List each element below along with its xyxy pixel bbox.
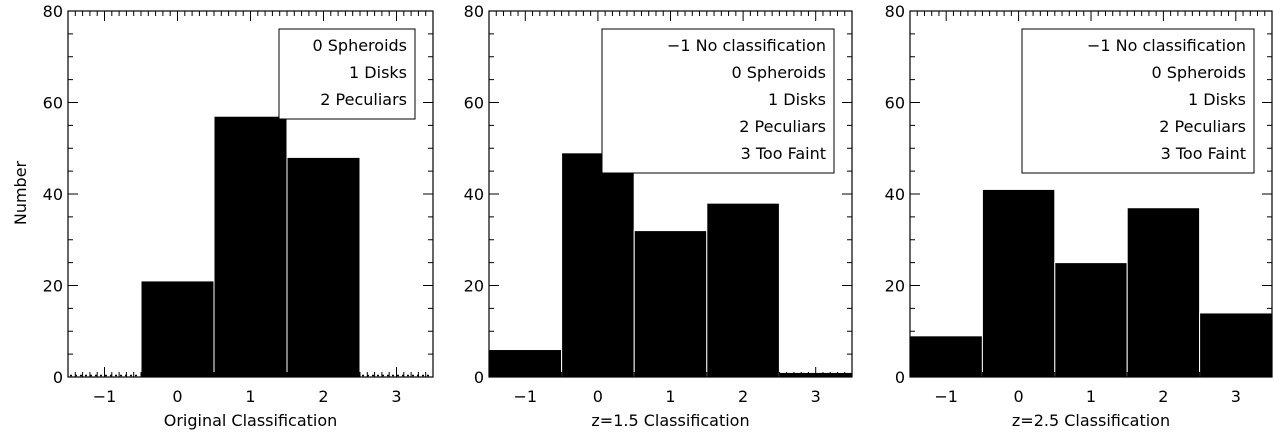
legend-entry: 0 Spheroids xyxy=(731,63,826,82)
legend-box xyxy=(1021,28,1255,174)
legend-entry: 3 Too Faint xyxy=(741,144,826,163)
legend-entry: 2 Peculiars xyxy=(320,90,407,109)
y-tick-label: 20 xyxy=(885,277,905,296)
y-tick-label: 0 xyxy=(474,368,484,387)
x-tick-label: 1 xyxy=(245,387,255,406)
bar-2 xyxy=(286,156,361,378)
bar-2 xyxy=(1126,207,1201,378)
x-tick-label: 3 xyxy=(391,387,401,406)
x-tick-label: −1 xyxy=(934,387,958,406)
legend-box xyxy=(278,28,416,120)
legend: −1 No classification 0 Spheroids 1 Disks 2 … xyxy=(601,28,835,174)
legend: −1 No classification 0 Spheroids 1 Disks 2 … xyxy=(1021,28,1255,174)
panel-1: −1 0 1 2 3 0 20 40 60 80 Original Classification 0 … xyxy=(43,2,434,430)
x-tick-label: −1 xyxy=(514,387,538,406)
y-tick-label: 20 xyxy=(43,277,63,296)
y-tick-label: 80 xyxy=(885,2,905,21)
y-tick-label: 80 xyxy=(464,2,484,21)
x-axis-title: z=2.5 Classification xyxy=(1012,411,1170,430)
legend-entry: 0 Spheroids xyxy=(312,36,407,55)
bar-2 xyxy=(706,202,780,378)
x-axis-title: z=1.5 Classification xyxy=(591,411,749,430)
bar-3 xyxy=(1199,312,1273,378)
legend-entry: −1 No classification xyxy=(1087,36,1246,55)
x-tick-label: 3 xyxy=(1231,387,1241,406)
y-tick-label: 40 xyxy=(464,185,484,204)
legend-entry: −1 No classification xyxy=(667,36,826,55)
bar-1 xyxy=(1054,262,1128,378)
y-tick-label: 0 xyxy=(53,368,63,387)
legend: 0 Spheroids 1 Disks 2 Peculiars xyxy=(278,28,416,120)
y-tick-label: 40 xyxy=(885,185,905,204)
x-tick-label: 1 xyxy=(1086,387,1096,406)
x-tick-label: 3 xyxy=(811,387,821,406)
x-tick-label: 2 xyxy=(318,387,328,406)
y-tick-label: 20 xyxy=(464,277,484,296)
x-tick-label: 2 xyxy=(738,387,748,406)
panel-2: −1 0 1 2 3 0 20 40 60 80 z=1.5 Classification −1 No… xyxy=(464,2,853,430)
y-tick-label: 80 xyxy=(43,2,63,21)
legend-entry: 0 Spheroids xyxy=(1151,63,1246,82)
legend-entry: 3 Too Faint xyxy=(1161,144,1246,163)
y-axis-title: Number xyxy=(11,160,30,225)
y-tick-label: 60 xyxy=(464,94,484,113)
y-tick-label: 40 xyxy=(43,185,63,204)
legend-entry: 2 Peculiars xyxy=(1159,117,1246,136)
legend-entry: 1 Disks xyxy=(768,90,826,109)
x-tick-label: 0 xyxy=(172,387,182,406)
x-tick-label: −1 xyxy=(93,387,117,406)
bar-1 xyxy=(633,230,708,378)
bar-0 xyxy=(981,188,1056,378)
bar-0 xyxy=(561,152,635,378)
legend-entry: 2 Peculiars xyxy=(739,117,826,136)
legend-entry: 1 Disks xyxy=(349,63,407,82)
x-tick-label: 1 xyxy=(665,387,675,406)
legend-box xyxy=(601,28,835,174)
y-tick-label: 60 xyxy=(885,94,905,113)
y-tick-label: 60 xyxy=(43,94,63,113)
bar-0 xyxy=(140,280,215,378)
x-tick-label: 0 xyxy=(593,387,603,406)
x-tick-label: 0 xyxy=(1014,387,1024,406)
legend-entry: 1 Disks xyxy=(1188,90,1246,109)
bar-1 xyxy=(213,115,288,378)
x-axis-title: Original Classification xyxy=(164,411,338,430)
panel-3: −1 0 1 2 3 0 20 40 60 80 z=2.5 Classification −1 No… xyxy=(885,2,1273,430)
x-tick-label: 2 xyxy=(1158,387,1168,406)
y-tick-label: 0 xyxy=(895,368,905,387)
